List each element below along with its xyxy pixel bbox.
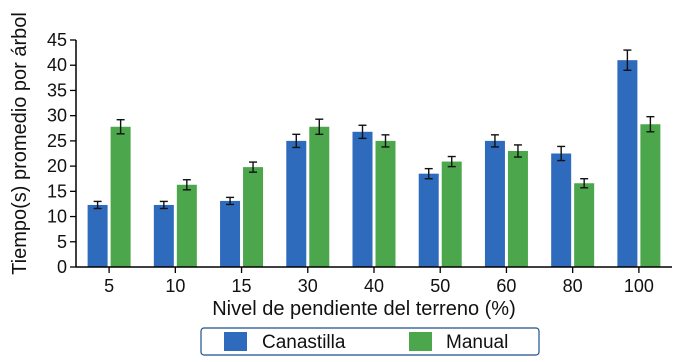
x-tick-label-60: 60: [496, 276, 516, 296]
bar-canastilla-40: [352, 131, 373, 267]
x-tick-label-100: 100: [624, 276, 654, 296]
error-bar-canastilla-80: [557, 145, 566, 162]
y-tick-label-20: 20: [47, 156, 67, 176]
bars-layer: [87, 49, 661, 268]
error-bar-manual-100: [646, 115, 655, 133]
error-bar-canastilla-50: [424, 167, 433, 180]
bar-manual-50: [441, 161, 462, 267]
bar-manual-80: [574, 183, 595, 267]
legend: Canastilla Manual: [200, 327, 540, 356]
y-axis-title: Tiempo(s) promedio por árbol: [9, 12, 31, 275]
y-tick-label-40: 40: [47, 55, 67, 75]
x-tick-label-10: 10: [165, 276, 185, 296]
x-tick-label-30: 30: [298, 276, 318, 296]
error-bar-manual-30: [315, 118, 324, 136]
legend-box: [200, 327, 540, 356]
bar-manual-40: [375, 140, 396, 267]
x-ticks: 5 10 15 30 40 50 60 80 100: [104, 267, 654, 296]
error-bar-canastilla-5: [93, 200, 102, 210]
bar-canastilla-60: [484, 140, 505, 267]
y-tick-label-10: 10: [47, 207, 67, 227]
error-bar-canastilla-30: [292, 133, 301, 149]
error-bar-manual-5: [116, 119, 125, 135]
bar-manual-60: [507, 150, 528, 267]
x-tick-label-80: 80: [563, 276, 583, 296]
error-bar-canastilla-60: [490, 134, 499, 148]
x-tick-label-40: 40: [364, 276, 384, 296]
error-bar-manual-80: [580, 178, 589, 189]
bar-canastilla-30: [286, 140, 307, 267]
bar-manual-30: [309, 126, 330, 268]
error-bar-manual-10: [182, 179, 191, 191]
legend-label-canastilla: Canastilla: [262, 332, 346, 353]
error-bar-manual-15: [249, 161, 258, 173]
bar-manual-5: [110, 126, 131, 268]
y-tick-label-15: 15: [47, 181, 67, 201]
error-bar-manual-40: [381, 134, 390, 148]
bar-canastilla-5: [87, 204, 108, 267]
x-tick-label-5: 5: [104, 276, 114, 296]
error-bar-canastilla-40: [358, 124, 367, 140]
error-bar-canastilla-10: [159, 200, 168, 210]
y-tick-label-30: 30: [47, 106, 67, 126]
legend-label-manual: Manual: [446, 332, 508, 353]
bar-manual-10: [176, 184, 197, 267]
y-tick-label-45: 45: [47, 30, 67, 50]
bar-canastilla-10: [153, 204, 174, 267]
error-bar-canastilla-100: [623, 49, 632, 71]
x-tick-label-50: 50: [430, 276, 450, 296]
y-tick-label-25: 25: [47, 131, 67, 151]
error-bar-manual-50: [447, 155, 456, 168]
y-tick-label-0: 0: [57, 257, 67, 277]
bar-manual-15: [243, 167, 264, 267]
error-bar-canastilla-15: [226, 196, 235, 206]
bar-canastilla-15: [220, 200, 241, 267]
x-tick-label-15: 15: [232, 276, 252, 296]
bar-canastilla-50: [418, 173, 439, 267]
bar-canastilla-100: [617, 60, 638, 267]
y-tick-label-5: 5: [57, 232, 67, 252]
y-ticks: 0 5 10 15 20 25 30 35 40 45: [47, 30, 76, 277]
bar-canastilla-80: [551, 153, 572, 267]
x-axis-title: Nivel de pendiente del terreno (%): [212, 298, 516, 320]
legend-swatch-canastilla: [224, 332, 247, 351]
y-tick-label-35: 35: [47, 80, 67, 100]
bar-manual-100: [640, 124, 661, 268]
legend-swatch-manual: [409, 332, 432, 351]
error-bar-manual-60: [513, 144, 522, 158]
